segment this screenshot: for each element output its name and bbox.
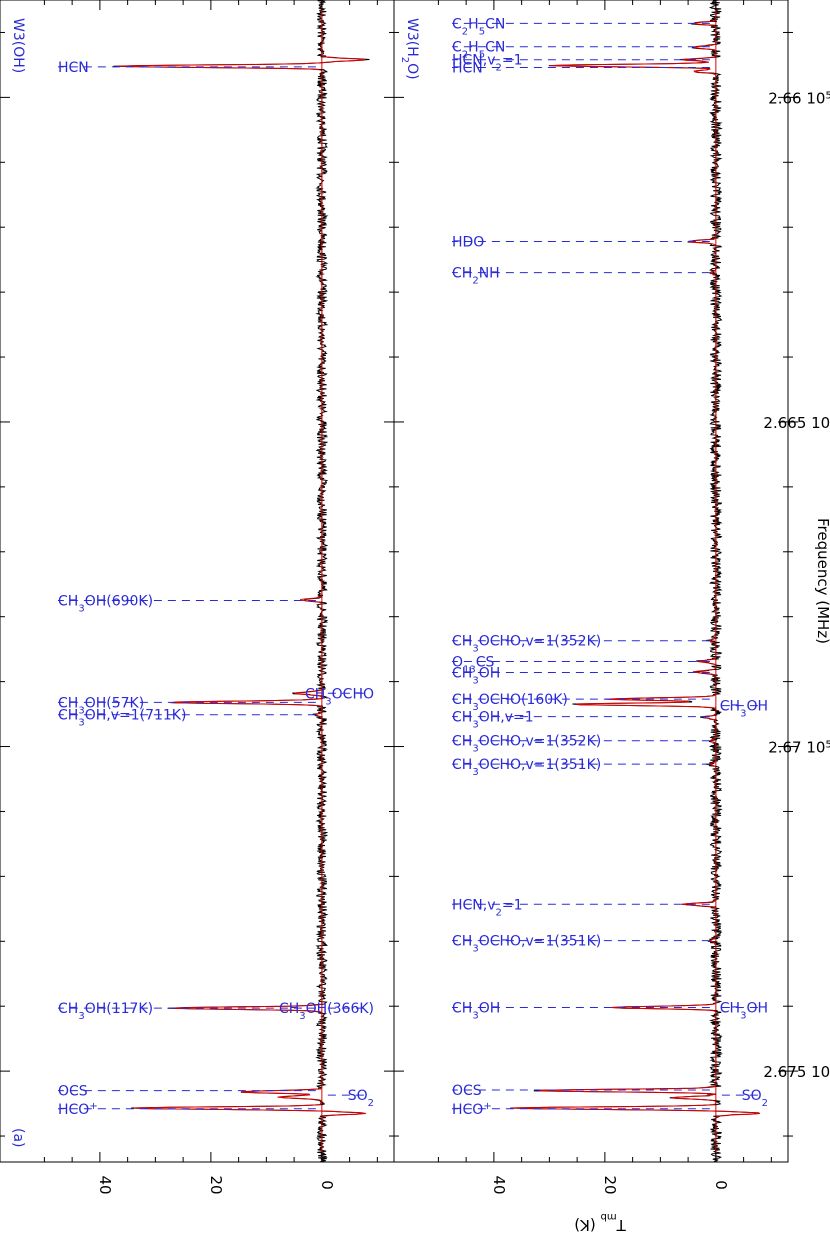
panel-w3oh-observed-spectrum <box>113 0 370 1163</box>
panel-w3h2o-line-label: O13CS <box>452 654 495 675</box>
panel-w3h2o-line-label: CH3OCHO,v=1(351K) <box>452 934 601 955</box>
panel-w3h2o-line-label-group: CH3OCHO,v=1(351K) <box>452 757 601 778</box>
x-tick-label-group: 2.66 105 <box>768 89 830 107</box>
panel-w3oh-line-label: CH3OH(690K) <box>58 593 153 614</box>
panel-w3h2o-line-label: SO2 <box>742 1088 768 1109</box>
panel-w3oh: HCN CH3OH(690K) CH3OCHO CH3OH(57K)CH3OH,v=1… <box>0 0 395 1163</box>
panel-w3h2o-line-label-group: CH3OH <box>720 1000 768 1021</box>
panel-w3h2o-line-label: C2H5CN <box>452 16 505 37</box>
panel-w3oh-line-label-group: CH3OH(690K) <box>58 593 153 614</box>
panel-w3oh-y-tick-label: 40 <box>96 1175 114 1194</box>
panel-w3oh-line-label: CH3OH,v=1(711K) <box>58 708 186 729</box>
panel-w3h2o-line-label-group: HCN <box>452 61 483 77</box>
panel-w3oh-line-label: SO2 <box>348 1088 374 1109</box>
panel-w3oh-y-tick-label: 20 <box>207 1175 225 1194</box>
x-tick-label-group: 2.665 105 <box>763 414 830 432</box>
x-tick-label: 2.665 105 <box>763 414 830 432</box>
panel-w3h2o-line-label-group: HDO <box>452 234 484 250</box>
panel-w3oh-line-label: CH3OH(117K) <box>58 1001 153 1022</box>
panel-w3oh-y-tick-label: 0 <box>318 1180 336 1190</box>
panel-w3h2o-frame <box>393 0 789 1163</box>
panel-w3oh-line-label-group: SO2 <box>348 1088 374 1109</box>
panel-w3h2o-line-label: CH3OH <box>720 699 768 720</box>
x-tick-label-group: 2.67 105 <box>768 739 830 757</box>
panel-w3oh-title: W3(OH) <box>10 18 26 73</box>
panel-w3h2o-line-label: C2H5CN <box>452 40 505 61</box>
panel-w3oh-line-label-group: CH3OH,v=1(711K) <box>58 708 186 729</box>
panel-w3h2o-line-label: CH3OCHO(160K) <box>452 692 568 713</box>
x-tick-label-group: 2.675 105 <box>763 1063 830 1081</box>
panel-w3h2o-line-label: CH3OCHO,v=1(352K) <box>452 734 601 755</box>
panel-w3h2o-y-tick-label: 20 <box>601 1175 619 1194</box>
panel-w3h2o-y-tick-label: 40 <box>490 1175 508 1194</box>
panel-w3h2o-line-label: CH3OCHO,v=1(352K) <box>452 634 601 655</box>
panel-w3oh-line-label-group: CH3OH(57K) <box>58 695 144 716</box>
panel-w3h2o-line-label: HCN,v2=1 <box>452 53 523 73</box>
panel-w3h2o-line-label: CH2NH <box>452 266 500 287</box>
panel-w3h2o-line-label-group: HCN,v2=1 <box>452 53 523 73</box>
panel-w3h2o-line-label: HCN <box>452 61 483 77</box>
panel-w3h2o-line-label: CH3OH <box>720 1000 768 1021</box>
panel-w3oh-line-label-group: CH3OH(117K) <box>58 1001 153 1022</box>
panel-w3h2o-observed-spectrum <box>510 0 760 1163</box>
panel-w3h2o-line-label-group: CH3OH <box>720 699 768 720</box>
panel-w3oh-line-label: CH3OCHO <box>305 686 374 707</box>
panel-w3oh-line-label-group: HCO+ <box>58 1100 98 1118</box>
panel-w3h2o-line-label: CH3OH <box>452 666 500 687</box>
panel-w3h2o-line-label: HCN,v2=1 <box>452 897 523 918</box>
panel-w3h2o-line-label: OCS <box>452 1083 482 1099</box>
y-axis-label: Tmb (K) <box>574 1212 627 1235</box>
panel-w3oh-line-label-group: OCS <box>58 1084 88 1100</box>
panel-w3h2o-model-fit <box>511 0 760 1162</box>
panel-w3h2o-line-label-group: CH3OCHO,v=1(352K) <box>452 734 601 755</box>
panel-w3h2o-line-label: CH3OCHO,v=1(351K) <box>452 757 601 778</box>
panel-w3h2o-line-label-group: SO2 <box>742 1088 768 1109</box>
panel-w3h2o-title-text: W3(H2O) <box>400 18 421 80</box>
panel-w3oh-line-label: CH3OH(57K) <box>58 695 144 716</box>
panel-w3oh-model-fit <box>117 0 366 1162</box>
panel-w3h2o-line-label-group: HCO+ <box>452 1100 492 1118</box>
panel-w3h2o-line-label-group: HCN,v2=1 <box>452 897 523 918</box>
panel-w3h2o-line-label-group: O13CS <box>452 654 495 675</box>
panel-w3h2o-y-tick-label: 0 <box>712 1180 730 1190</box>
panel-w3h2o-line-label-group: CH3OCHO(160K) <box>452 692 568 713</box>
panel-w3oh-line-label: CH3OH(366K) <box>279 1001 374 1022</box>
panel-w3oh-marks: HCN CH3OH(690K) CH3OCHO CH3OH(57K)CH3OH,v=1… <box>58 0 374 1163</box>
panel-w3h2o-line-label-group: C2H5CN <box>452 16 505 37</box>
panel-w3oh-line-label-group: CH3OCHO <box>305 686 374 707</box>
panel-w3h2o-line-label-group: C2H5CN <box>452 40 505 61</box>
x-axis-label: Frequency (MHz) <box>814 518 830 644</box>
panel-w3oh-line-label: HCN <box>58 60 89 76</box>
panel-w3h2o-line-label-group: OCS <box>452 1083 482 1099</box>
panel-w3h2o-line-label: CH3OH,v=1 <box>452 710 534 731</box>
panel-w3h2o-line-label: HDO <box>452 234 484 250</box>
x-tick-label: 2.675 105 <box>763 1063 830 1081</box>
panel-w3oh-line-label: HCO+ <box>58 1100 98 1118</box>
panel-w3oh-line-label: OCS <box>58 1084 88 1100</box>
panel-w3h2o-line-label-group: CH3OH <box>452 1000 500 1021</box>
panel-w3h2o-line-label: CH3OH <box>452 1000 500 1021</box>
panel-w3h2o: C2H5CNC2H5CNHCN,v2=1HCNHDOCH2NHCH3OCHO,v… <box>393 0 789 1163</box>
panel-w3h2o-marks: C2H5CNC2H5CNHCN,v2=1HCNHDOCH2NHCH3OCHO,v… <box>452 0 768 1163</box>
y-axis: 0 20 40 0 20 40 <box>43 0 772 1195</box>
panel-w3h2o-line-label-group: CH3OH <box>452 666 500 687</box>
panel-w3h2o-line-label: HCO+ <box>452 1100 492 1118</box>
plot-area: HCNCH3OH(690K)CH3OCHOCH3OH(57K)CH3OH,v=1… <box>0 0 830 1163</box>
panel-w3oh-line-label-group: HCN <box>58 60 89 76</box>
panel-w3oh-line-label-group: CH3OH(366K) <box>279 1001 374 1022</box>
panel-w3oh-frame <box>0 0 395 1163</box>
x-axis-ticks: 2.66 105 2.665 105 2.67 105 2.675 105 <box>0 31 830 1137</box>
panel-w3h2o-line-label-group: CH3OCHO,v=1(352K) <box>452 634 601 655</box>
panel-w3h2o-line-label-group: CH2NH <box>452 266 500 287</box>
panel-w3h2o-line-label-group: CH3OCHO,v=1(351K) <box>452 934 601 955</box>
panel-w3oh-corner-label: (a) <box>10 1128 26 1148</box>
x-tick-label: 2.66 105 <box>768 89 830 107</box>
x-tick-label: 2.67 105 <box>768 739 830 757</box>
panel-w3h2o-line-label-group: CH3OH,v=1 <box>452 710 534 731</box>
